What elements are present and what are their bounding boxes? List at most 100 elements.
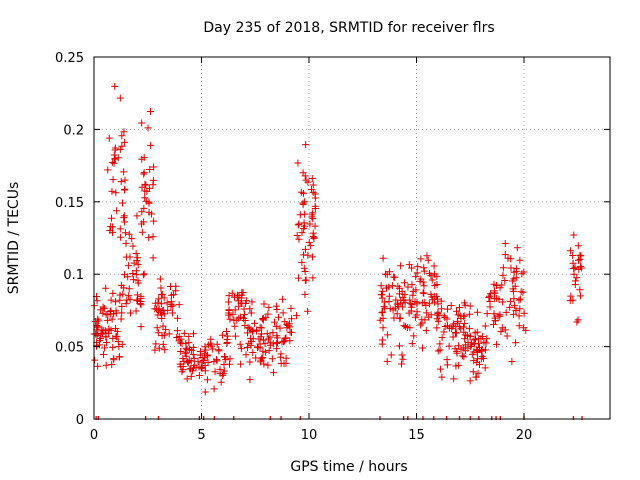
data-point xyxy=(129,242,137,250)
data-point xyxy=(120,284,128,292)
data-point xyxy=(211,368,219,376)
data-point xyxy=(119,199,127,207)
data-point xyxy=(209,345,217,353)
data-point xyxy=(387,351,395,359)
data-point xyxy=(116,225,124,233)
data-point xyxy=(180,329,188,337)
data-point xyxy=(466,332,474,340)
data-point xyxy=(512,265,520,273)
data-point xyxy=(182,344,190,352)
data-point xyxy=(247,309,255,317)
data-point xyxy=(467,343,475,351)
data-point xyxy=(493,340,501,348)
data-point xyxy=(294,159,302,167)
data-point xyxy=(151,305,159,313)
data-point xyxy=(294,274,302,282)
data-point xyxy=(107,296,115,304)
data-point xyxy=(516,295,524,303)
data-point xyxy=(224,332,232,340)
data-point xyxy=(299,200,307,208)
data-point xyxy=(272,302,280,310)
x-tick-label: 20 xyxy=(516,428,533,443)
data-point xyxy=(379,287,387,295)
data-point xyxy=(470,340,478,348)
data-point xyxy=(287,304,295,312)
data-point xyxy=(124,262,132,270)
data-point xyxy=(133,297,141,305)
data-point xyxy=(279,295,287,303)
data-point xyxy=(516,256,524,264)
data-point xyxy=(455,342,463,350)
data-point xyxy=(111,82,119,90)
data-point xyxy=(300,264,308,272)
data-point xyxy=(301,276,309,284)
data-point xyxy=(381,298,389,306)
data-point xyxy=(577,252,585,260)
data-point xyxy=(147,108,155,116)
data-point xyxy=(482,346,490,354)
data-point xyxy=(483,335,491,343)
data-point xyxy=(201,367,209,375)
data-point xyxy=(111,155,119,163)
data-point xyxy=(473,355,481,363)
data-point xyxy=(466,302,474,310)
data-point xyxy=(443,356,451,364)
data-point xyxy=(301,222,309,230)
data-point xyxy=(420,264,428,272)
data-point xyxy=(413,269,421,277)
data-point xyxy=(425,300,433,308)
data-point xyxy=(175,301,183,309)
data-point xyxy=(444,305,452,313)
data-point xyxy=(140,169,148,177)
data-point xyxy=(246,358,254,366)
data-point xyxy=(137,323,145,331)
data-point xyxy=(437,305,445,313)
data-point xyxy=(430,262,438,270)
data-point xyxy=(481,364,489,372)
data-point xyxy=(221,352,229,360)
data-point xyxy=(379,314,387,322)
data-point xyxy=(276,324,284,332)
data-point xyxy=(103,338,111,346)
data-point xyxy=(102,284,110,292)
data-point xyxy=(393,310,401,318)
data-point xyxy=(399,355,407,363)
data-point xyxy=(416,277,424,285)
data-point xyxy=(419,289,427,297)
data-point xyxy=(391,273,399,281)
data-point xyxy=(490,280,498,288)
data-point xyxy=(453,317,461,325)
data-point xyxy=(438,334,446,342)
data-point xyxy=(519,288,527,296)
data-point xyxy=(433,272,441,280)
data-point xyxy=(251,319,259,327)
data-point xyxy=(491,314,499,322)
data-point xyxy=(257,333,265,341)
data-point xyxy=(260,360,268,368)
data-point xyxy=(247,341,255,349)
data-point xyxy=(265,347,273,355)
data-point xyxy=(247,326,255,334)
data-point xyxy=(202,346,210,354)
data-point xyxy=(117,233,125,241)
data-point xyxy=(117,178,125,186)
data-point xyxy=(292,312,300,320)
data-point xyxy=(418,316,426,324)
data-point xyxy=(120,128,128,136)
data-point xyxy=(263,330,271,338)
data-point xyxy=(569,251,577,259)
data-point xyxy=(231,322,239,330)
data-point xyxy=(383,357,391,365)
data-point xyxy=(115,353,123,361)
data-point xyxy=(379,324,387,332)
data-point xyxy=(280,338,288,346)
data-point xyxy=(161,310,169,318)
data-point xyxy=(570,231,578,239)
data-point xyxy=(309,215,317,223)
data-point xyxy=(299,169,307,177)
data-point xyxy=(434,310,442,318)
data-point xyxy=(269,329,277,337)
data-point xyxy=(406,296,414,304)
data-point xyxy=(121,138,129,146)
y-tick-label: 0.1 xyxy=(63,268,84,283)
